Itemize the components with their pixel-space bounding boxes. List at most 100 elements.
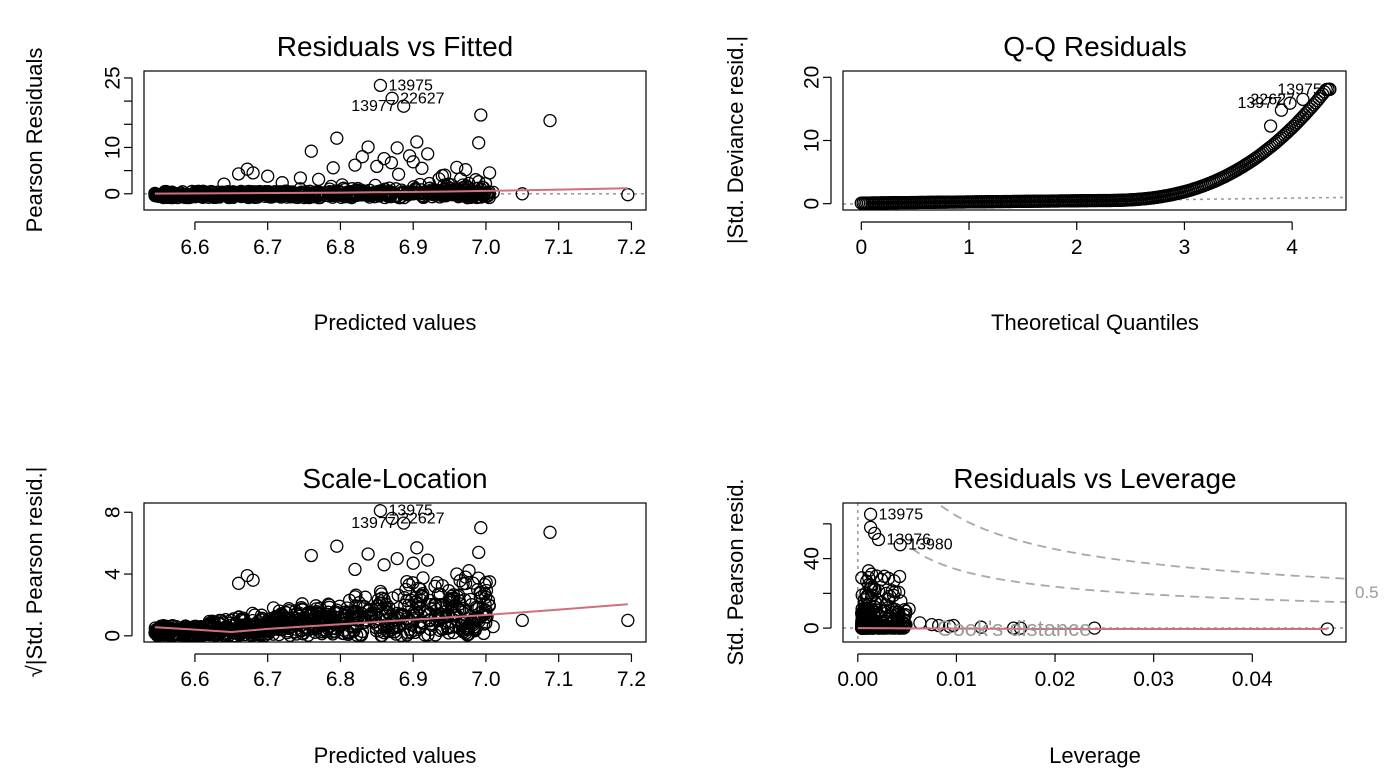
data-point: [174, 189, 189, 203]
data-point: [399, 582, 413, 597]
y-tick-label: 0: [102, 630, 125, 642]
data-point: [458, 163, 473, 177]
data-point: [235, 620, 249, 634]
x-tick-label: 7.1: [544, 236, 573, 259]
data-point: [1274, 103, 1289, 117]
data-point: [284, 615, 299, 630]
data-point: [304, 144, 318, 158]
data-point: [397, 99, 411, 113]
data-point: [1263, 119, 1278, 133]
data-point: [881, 592, 896, 607]
x-tick-label: 0: [855, 236, 867, 259]
data-point: [863, 507, 878, 521]
cooks-level-label: 0.5: [1355, 583, 1379, 602]
cooks-distance-contour: [911, 547, 1347, 604]
data-point: [397, 516, 411, 530]
data-point: [458, 593, 472, 607]
data-point: [456, 601, 471, 616]
data-point: [435, 169, 449, 183]
data-point: [893, 538, 907, 552]
data-point: [330, 131, 344, 145]
data-point: [295, 597, 309, 611]
data-point: [481, 593, 496, 607]
data-point: [337, 181, 351, 195]
y-tick-label: 25: [102, 66, 125, 89]
data-point: [428, 579, 442, 594]
residuals-vs-fitted-panel: Residuals vs Fitted Predicted values Pea…: [22, 31, 647, 335]
y-axis-label: |Std. Deviance resid.|: [723, 36, 748, 244]
point-label: 22627: [1250, 91, 1295, 108]
point-label: 13975: [388, 77, 433, 94]
data-point: [450, 182, 465, 196]
y-tick-label: 20: [801, 66, 824, 89]
data-point: [184, 624, 198, 638]
data-point: [315, 627, 329, 641]
data-point: [370, 159, 384, 174]
qq-residuals-panel: Q-Q Residuals Theoretical Quantiles |Std…: [723, 31, 1347, 335]
smoother-line: [154, 187, 628, 195]
data-point: [621, 613, 635, 628]
plot-box: [842, 70, 1347, 211]
data-point: [400, 628, 414, 642]
data-point: [421, 553, 435, 567]
data-point: [261, 169, 275, 183]
data-point: [315, 611, 330, 625]
data-point: [390, 606, 404, 621]
data-point: [385, 91, 399, 105]
data-point: [458, 570, 473, 584]
data-point: [174, 625, 189, 639]
scale-location-panel: Scale-Location Predicted values √|Std. P…: [22, 463, 647, 768]
data-point: [472, 545, 486, 560]
data-point: [373, 504, 388, 518]
data-point: [932, 618, 946, 633]
data-point: [246, 573, 260, 587]
point-label: 22627: [400, 90, 445, 107]
data-point: [304, 548, 318, 563]
x-tick-label: 6.6: [180, 668, 209, 691]
data-point: [1296, 92, 1310, 107]
data-point: [217, 177, 231, 191]
axis-ticks: 6.6 6.7 6.8 6.9 7.0 7.1 7.2 0 10 25: [102, 66, 647, 259]
point-label: 13977: [351, 515, 396, 532]
data-point: [295, 618, 309, 632]
data-point: [427, 601, 442, 615]
data-point: [867, 617, 881, 631]
data-point: [385, 511, 399, 526]
data-point: [404, 625, 418, 639]
data-point: [231, 167, 246, 181]
point-label: 13975: [1277, 81, 1322, 98]
y-axis-label: Pearson Residuals: [22, 48, 47, 233]
data-point: [231, 576, 246, 590]
data-point: [486, 619, 500, 634]
data-point: [340, 614, 354, 629]
data-point: [204, 189, 218, 203]
axis-ticks: 0 1 2 3 4 0 10 20: [801, 66, 1299, 259]
x-tick-label: 2: [1071, 236, 1083, 259]
data-point: [472, 136, 486, 150]
data-point: [413, 615, 427, 629]
y-tick-label: 10: [102, 136, 125, 159]
data-point: [470, 181, 484, 196]
data-point: [464, 598, 479, 612]
data-point: [151, 188, 165, 202]
data-point: [330, 539, 344, 553]
data-point: [515, 187, 529, 201]
data-point: [415, 161, 429, 175]
x-tick-label: 6.7: [253, 236, 282, 259]
data-point: [902, 602, 916, 616]
data-point: [373, 78, 388, 93]
data-point: [279, 188, 294, 202]
data-point: [884, 611, 898, 625]
x-tick-label: 7.2: [617, 236, 646, 259]
data-point: [406, 556, 420, 570]
data-point: [468, 611, 482, 626]
data-point: [871, 584, 886, 598]
data-point: [295, 602, 309, 616]
data-point: [391, 167, 406, 181]
data-point: [473, 590, 487, 605]
data-point: [482, 166, 497, 180]
plot-box: [842, 502, 1347, 643]
point-label: 13975: [879, 506, 924, 523]
